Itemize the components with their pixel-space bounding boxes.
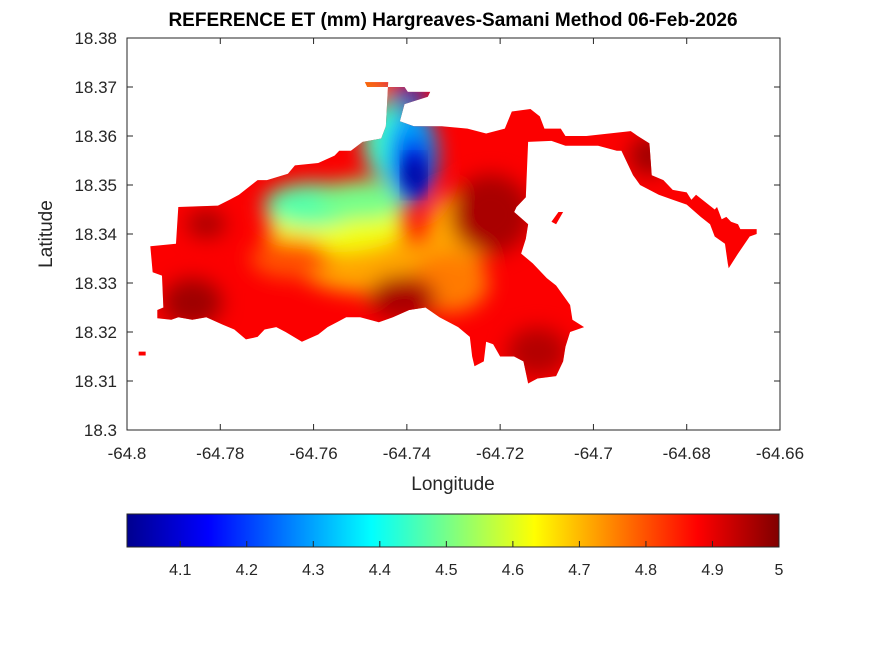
colorbar-tick-label: 4.6: [502, 562, 524, 579]
et-contour-blob: [250, 238, 331, 279]
colorbar-tick-label: 4.4: [369, 562, 391, 579]
colorbar-ticks: 4.1 4.2 4.3 4.4 4.5 4.6 4.7 4.8 4.9 5: [169, 541, 784, 579]
colorbar-tick-label: 4.7: [568, 562, 590, 579]
y-axis-label: Latitude: [36, 200, 57, 268]
y-tick-label: 18.33: [74, 274, 117, 293]
et-contour-blob: [368, 275, 437, 320]
et-color-field: [138, 82, 757, 384]
colorbar-tick-label: 4.3: [302, 562, 324, 579]
y-tick-label: 18.36: [74, 127, 117, 146]
x-tick-label: -64.66: [756, 444, 804, 463]
et-contour-blob: [339, 82, 390, 93]
y-tick-label: 18.31: [74, 372, 117, 391]
colorbar-tick-label: 4.8: [635, 562, 657, 579]
et-contour-blob: [162, 278, 223, 327]
et-contour-blob: [317, 179, 408, 220]
x-tick-label: -64.78: [196, 444, 244, 463]
et-contour-blob: [450, 174, 531, 255]
x-tick-label: -64.76: [289, 444, 337, 463]
y-tick-label: 18.3: [84, 421, 117, 440]
x-tick-label: -64.74: [383, 444, 431, 463]
y-tick-label: 18.38: [74, 29, 117, 48]
x-tick-label: -64.7: [574, 444, 613, 463]
y-tick-label: 18.35: [74, 176, 117, 195]
et-minimum-core: [403, 157, 424, 194]
colorbar-tick-label: 4.2: [236, 562, 258, 579]
colorbar-tick-label: 5: [775, 562, 784, 579]
colorbar-tick-label: 4.1: [169, 562, 191, 579]
y-tick-label: 18.37: [74, 78, 117, 97]
colorbar: [126, 513, 780, 548]
et-contour-blob: [186, 210, 227, 239]
x-tick-label: -64.8: [108, 444, 147, 463]
x-tick-label: -64.68: [663, 444, 711, 463]
x-tick-label: -64.72: [476, 444, 524, 463]
y-tick-label: 18.34: [74, 225, 117, 244]
colorbar-tick-label: 4.9: [701, 562, 723, 579]
et-contour-blob: [629, 135, 670, 176]
x-axis: -64.8 -64.78 -64.76 -64.74 -64.72 -64.7 -64.68…: [108, 38, 804, 463]
x-axis-label: Longitude: [411, 474, 494, 495]
colorbar-tick-label: 4.5: [435, 562, 457, 579]
et-contour-blob: [507, 327, 568, 376]
y-axis: 18.3 18.31 18.32 18.33 18.34 18.35 18.36 18.37 1…: [74, 29, 780, 440]
chart-title: REFERENCE ET (mm) Hargreaves-Samani Meth…: [168, 10, 737, 31]
y-tick-label: 18.32: [74, 323, 117, 342]
et-contour-map: [138, 82, 757, 384]
et-contour-blob: [389, 86, 430, 103]
